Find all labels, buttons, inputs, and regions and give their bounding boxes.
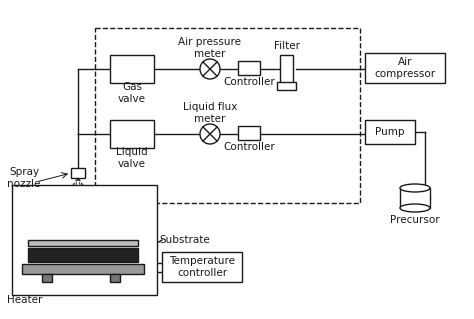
Circle shape [200, 59, 220, 79]
FancyBboxPatch shape [28, 248, 138, 262]
FancyBboxPatch shape [365, 53, 445, 83]
FancyBboxPatch shape [110, 55, 154, 83]
FancyBboxPatch shape [12, 185, 157, 295]
Text: Liquid flux
meter: Liquid flux meter [183, 102, 237, 124]
FancyBboxPatch shape [110, 274, 120, 282]
Text: Air pressure
meter: Air pressure meter [179, 37, 241, 59]
FancyBboxPatch shape [42, 274, 52, 282]
Text: Liquid
valve: Liquid valve [116, 147, 148, 169]
Ellipse shape [400, 204, 430, 212]
Circle shape [200, 124, 220, 144]
FancyBboxPatch shape [277, 82, 296, 90]
FancyBboxPatch shape [22, 264, 144, 274]
Text: Controller: Controller [223, 142, 275, 152]
FancyBboxPatch shape [71, 168, 85, 178]
FancyBboxPatch shape [162, 252, 242, 282]
FancyBboxPatch shape [238, 126, 260, 140]
Text: Gas
valve: Gas valve [118, 82, 146, 104]
Text: Controller: Controller [223, 77, 275, 87]
FancyBboxPatch shape [280, 55, 293, 87]
FancyBboxPatch shape [365, 120, 415, 144]
Text: Precursor: Precursor [390, 215, 440, 225]
Text: Air
compressor: Air compressor [374, 57, 436, 79]
FancyBboxPatch shape [238, 61, 260, 75]
Text: Substrate: Substrate [160, 235, 210, 245]
Text: Heater: Heater [7, 295, 43, 305]
Text: Pump: Pump [375, 127, 405, 137]
FancyBboxPatch shape [400, 188, 430, 208]
Ellipse shape [400, 184, 430, 192]
Text: Filter: Filter [274, 41, 300, 51]
Text: Spray
nozzle: Spray nozzle [7, 167, 41, 189]
FancyBboxPatch shape [110, 120, 154, 148]
Text: Temperature
controller: Temperature controller [169, 256, 235, 278]
FancyBboxPatch shape [28, 240, 138, 246]
